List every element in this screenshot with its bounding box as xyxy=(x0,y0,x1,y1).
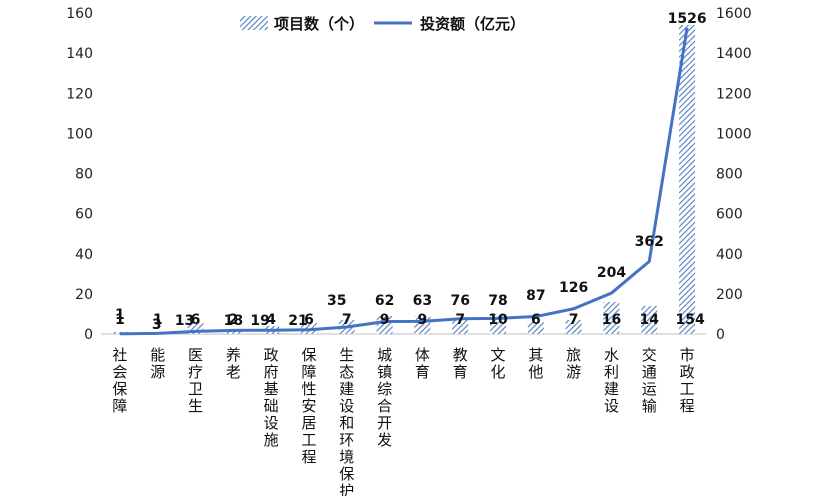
line-value-label: 13 xyxy=(175,313,194,329)
line-value-label: 1526 xyxy=(668,11,707,27)
right-tick-label: 1000 xyxy=(716,126,752,142)
line-value-label: 3 xyxy=(152,317,162,333)
left-tick-label: 140 xyxy=(66,46,93,62)
line-value-label: 63 xyxy=(413,293,432,309)
bar-value-label: 7 xyxy=(342,312,352,328)
right-tick-label: 200 xyxy=(716,287,743,303)
left-tick-label: 80 xyxy=(75,167,93,183)
left-tick-label: 160 xyxy=(66,6,93,22)
bar-value-label: 6 xyxy=(304,312,314,328)
bar-value-label: 14 xyxy=(640,312,660,328)
category-label: 交通运输 xyxy=(642,346,657,415)
line-value-label: 19 xyxy=(250,313,269,329)
line-value-label: 76 xyxy=(450,293,469,309)
left-tick-label: 40 xyxy=(75,247,93,263)
legend-line-label: 投资额（亿元） xyxy=(420,15,525,33)
bar xyxy=(679,25,696,334)
category-label: 教育 xyxy=(453,346,468,381)
bar xyxy=(603,301,620,334)
bar xyxy=(527,321,544,334)
category-label: 体育 xyxy=(415,346,430,381)
right-tick-label: 1600 xyxy=(716,6,752,22)
category-label: 水利建设 xyxy=(604,346,619,415)
category-label: 政府基础设施 xyxy=(264,346,279,449)
category-labels: 社会保障 能源 医疗卫生 养老 政府基础设施 保障性安居工程 生态建设和环境保护 城镇综合开发… xyxy=(112,346,694,496)
category-label: 保障性安居工程 xyxy=(301,346,316,466)
bar xyxy=(452,319,469,334)
line-value-label: 18 xyxy=(224,313,243,329)
right-tick-label: 600 xyxy=(716,207,743,223)
line-value-label: 362 xyxy=(635,234,664,250)
line-value-label: 1 xyxy=(115,307,125,323)
investment-line xyxy=(119,27,689,336)
line-value-label: 204 xyxy=(597,265,626,281)
bar xyxy=(565,319,582,334)
bar-value-label: 4 xyxy=(266,312,276,328)
bar xyxy=(641,305,658,334)
category-label: 文化 xyxy=(491,346,506,381)
line-value-label: 62 xyxy=(375,293,394,309)
bar-value-label: 9 xyxy=(418,312,428,328)
legend: 项目数（个） 投资额（亿元） xyxy=(240,15,525,33)
category-label: 能源 xyxy=(150,346,165,381)
bar-value-label: 154 xyxy=(675,312,704,328)
right-tick-label: 1200 xyxy=(716,86,752,102)
bar-value-label: 2 xyxy=(228,312,238,328)
left-tick-label: 20 xyxy=(75,287,93,303)
line-value-label: 87 xyxy=(526,288,545,304)
bar xyxy=(225,329,242,334)
bar-data-labels: 1 1 6 2 4 6 7 9 9 7 10 6 7 16 14 154 xyxy=(115,312,705,328)
legend-bar-swatch xyxy=(240,16,268,30)
left-tick-label: 60 xyxy=(75,207,93,223)
line-value-label: 35 xyxy=(327,293,346,309)
bar-value-label: 7 xyxy=(569,312,579,328)
line-series xyxy=(119,27,689,336)
category-label: 市政工程 xyxy=(680,346,695,415)
line-value-label: 78 xyxy=(488,293,507,309)
left-tick-label: 120 xyxy=(66,86,93,102)
line-value-label: 21 xyxy=(288,313,307,329)
line-value-label: 126 xyxy=(559,280,588,296)
bar-series xyxy=(111,25,696,334)
right-y-axis: 0 200 400 600 800 1000 1200 1400 1600 xyxy=(716,6,752,343)
bar-value-label: 6 xyxy=(531,312,541,328)
bar-value-label: 1 xyxy=(115,312,125,328)
bar-value-label: 7 xyxy=(455,312,465,328)
bar-value-label: 9 xyxy=(380,312,390,328)
right-tick-label: 1400 xyxy=(716,46,752,62)
bar-value-label: 16 xyxy=(602,312,621,328)
left-y-axis: 0 20 40 60 80 100 120 140 160 xyxy=(66,6,93,343)
bar-value-label: 10 xyxy=(488,312,508,328)
bar-value-label: 1 xyxy=(153,312,163,328)
right-tick-label: 400 xyxy=(716,247,743,263)
category-label: 城镇综合开发 xyxy=(377,346,392,449)
left-tick-label: 100 xyxy=(66,126,93,142)
bar-value-label: 6 xyxy=(191,312,201,328)
category-label: 社会保障 xyxy=(112,346,127,415)
category-label: 生态建设和环境保护 xyxy=(339,346,354,496)
category-label: 医疗卫生 xyxy=(188,346,203,415)
category-label: 养老 xyxy=(226,346,241,381)
left-tick-label: 0 xyxy=(84,327,93,343)
right-tick-label: 0 xyxy=(716,327,725,343)
category-label: 旅游 xyxy=(566,346,581,381)
legend-bar-label: 项目数（个） xyxy=(274,15,364,33)
right-tick-label: 800 xyxy=(716,167,743,183)
category-label: 其他 xyxy=(528,346,543,381)
